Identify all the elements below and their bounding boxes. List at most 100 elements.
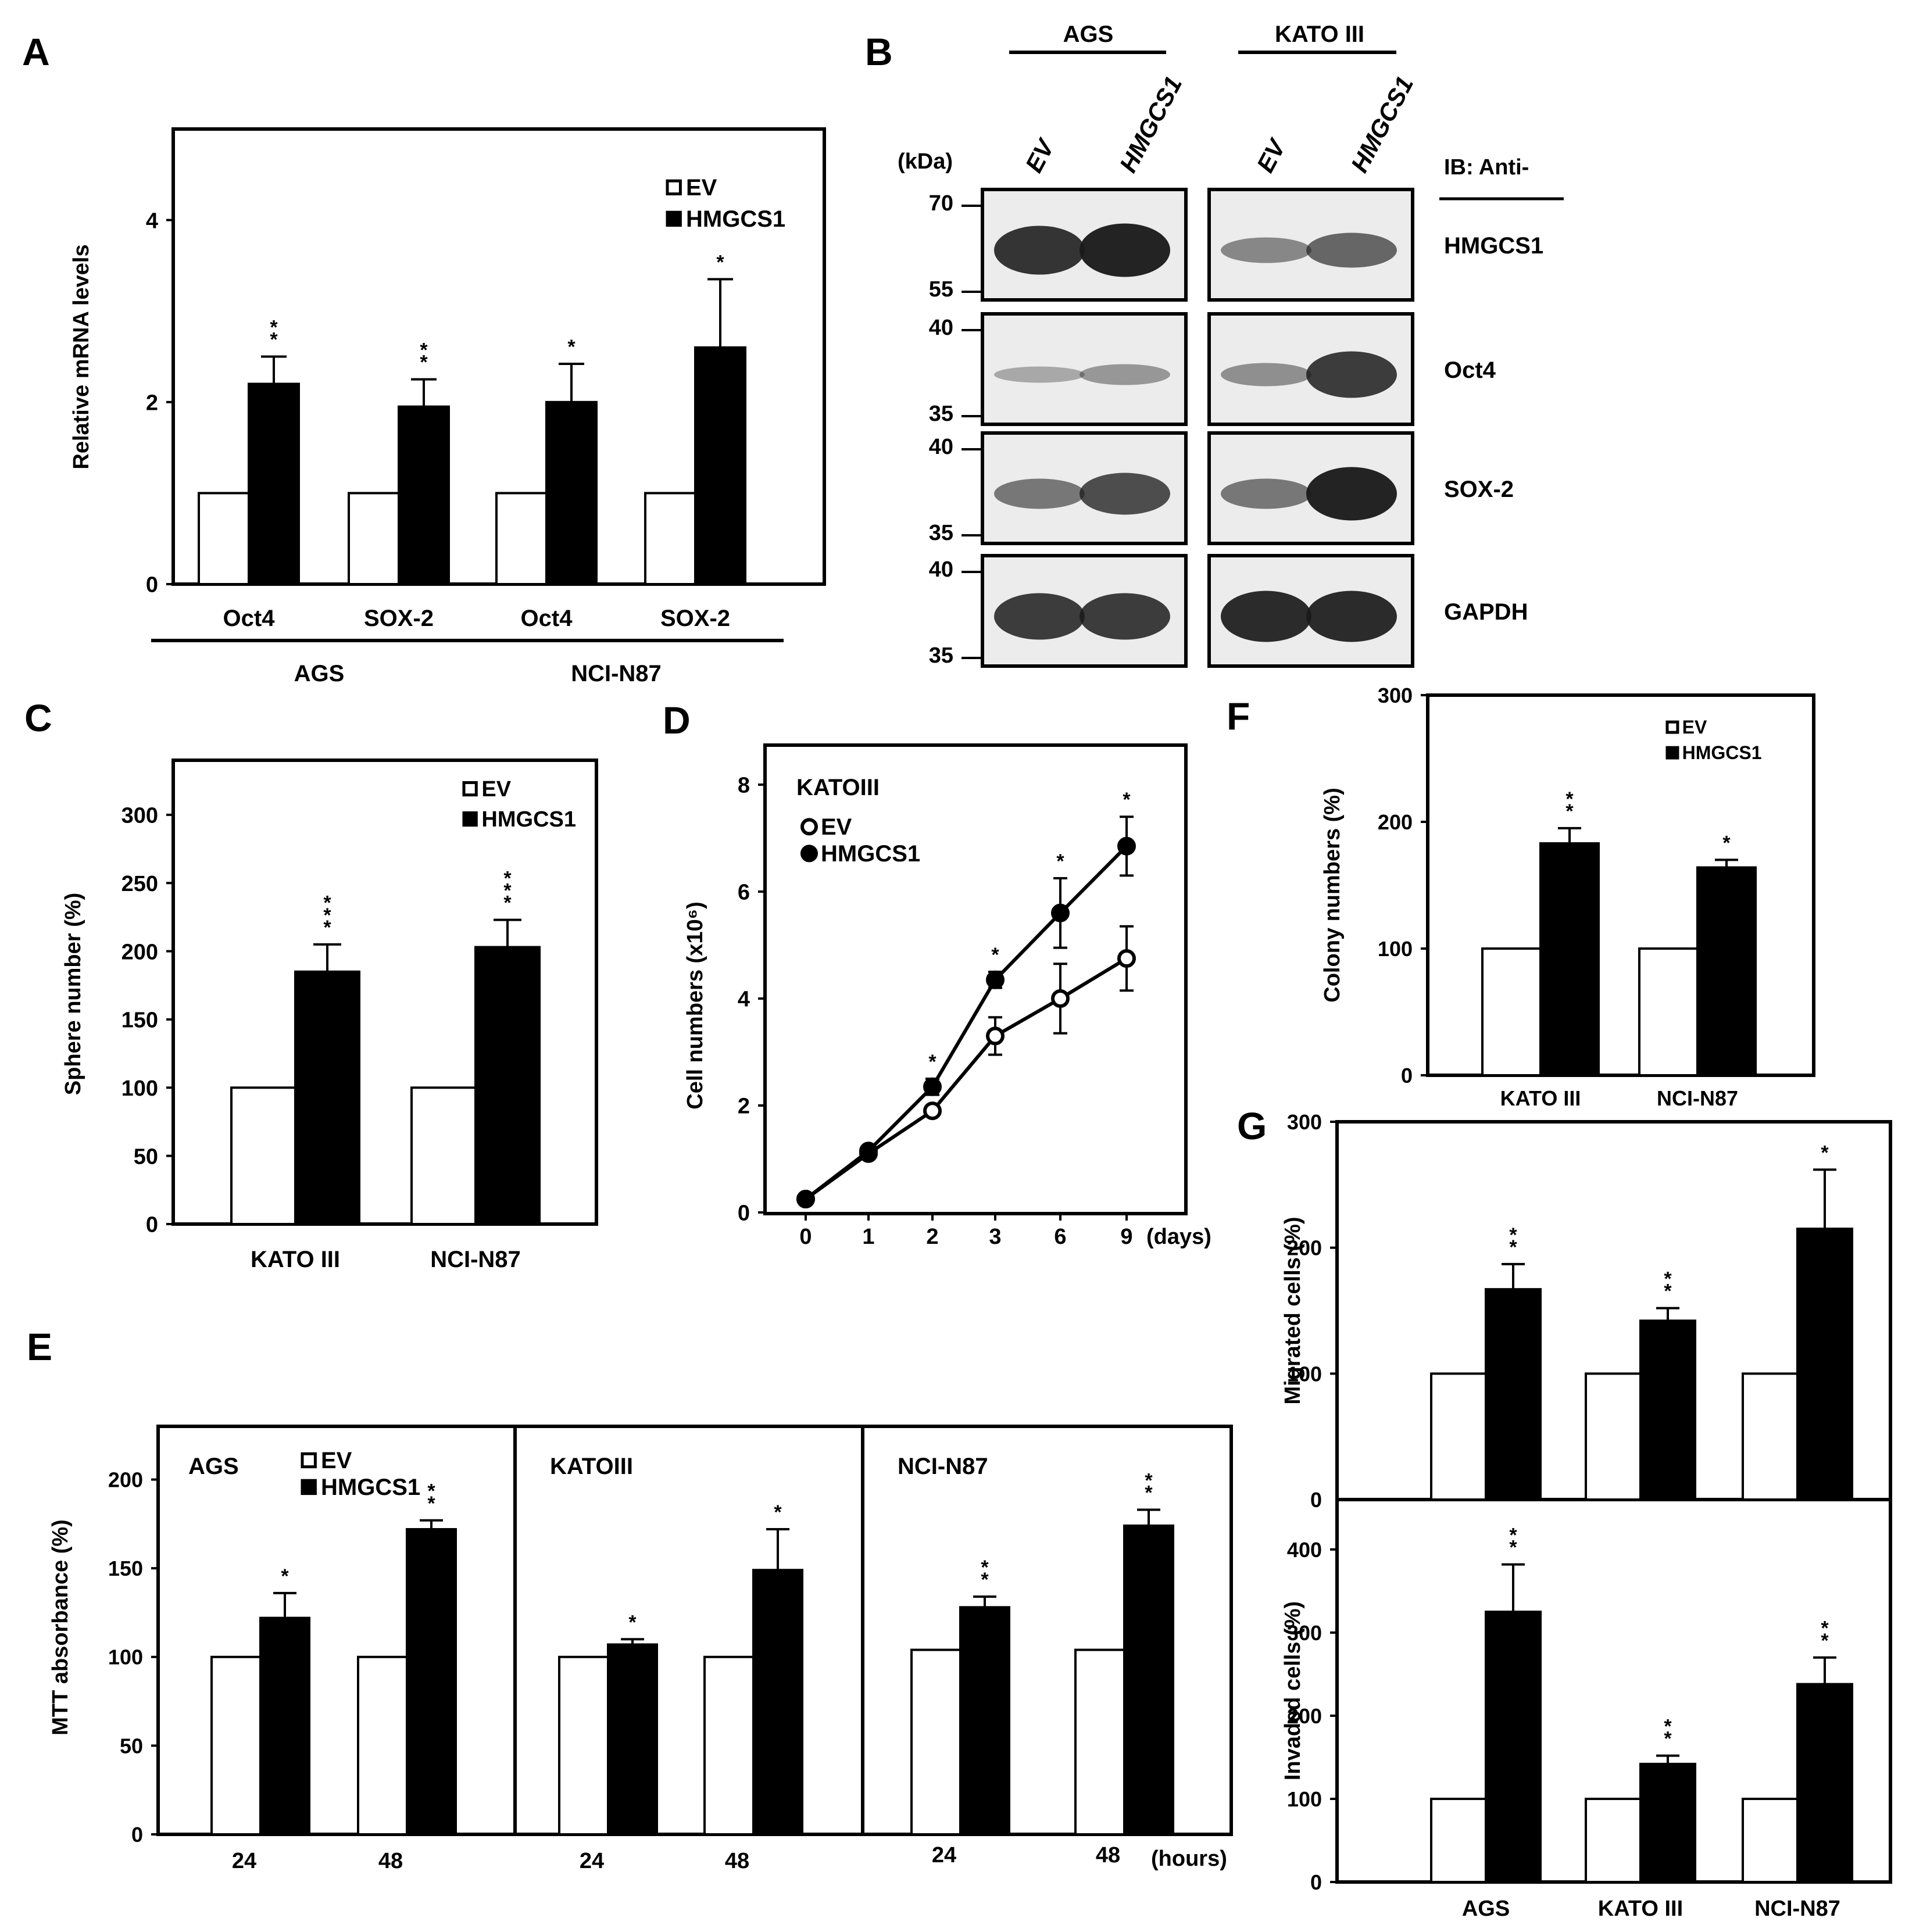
panel-g-ytick-label: 0 <box>1310 1488 1322 1512</box>
panel-c-frame <box>171 759 598 1226</box>
panel-b-band <box>1080 473 1170 515</box>
panel-b-band <box>1221 363 1311 387</box>
panel-b-marker-label: 40 <box>929 557 953 582</box>
panel-c-xtick-label: NCI-N87 <box>430 1247 521 1272</box>
panel-e-xlabel: (hours) <box>1151 1847 1227 1871</box>
panel-b-band <box>1306 467 1397 521</box>
panel-d-xtick-label: 1 <box>862 1225 874 1249</box>
panel-d-ytick-label: 8 <box>738 774 750 798</box>
panel-f-sig-mark: * <box>1565 800 1574 822</box>
panel-d-legend-ev-marker <box>800 818 818 836</box>
panel-d-sig-mark: * <box>1123 789 1131 811</box>
panel-e-bar-hmgcs1 <box>752 1569 803 1836</box>
panel-b-band <box>1306 232 1397 268</box>
panel-d-ytick-label: 4 <box>738 988 750 1012</box>
panel-f-bar-ev <box>1638 947 1699 1076</box>
panel-e-subpanel-title: KATOIII <box>550 1454 633 1479</box>
panel-f-legend-hmgcs1-swatch <box>1665 746 1679 760</box>
panel-e-bar-ev <box>357 1655 408 1836</box>
panel-e-xtick-label: 48 <box>378 1849 403 1873</box>
panel-a-ytick-label: 0 <box>146 573 158 598</box>
panel-d-line-ev <box>805 957 1128 1201</box>
panel-c-bar-hmgcs1 <box>474 946 541 1226</box>
panel-d-point-hmgcs1 <box>1117 836 1136 856</box>
panel-c-bar-hmgcs1 <box>294 970 360 1225</box>
panel-e-legend-ev-label: EV <box>321 1448 352 1473</box>
panel-a-xtick-label: SOX-2 <box>364 606 434 631</box>
panel-f-legend-ev-swatch <box>1665 720 1679 734</box>
panel-b-protein-label: Oct4 <box>1444 357 1496 383</box>
panel-e-legend-ev-swatch <box>301 1452 317 1469</box>
panel-f-legend-hmgcs1-label: HMGCS1 <box>1682 742 1762 763</box>
panel-c-ylabel: Sphere number (%) <box>61 893 85 1095</box>
panel-b-marker-label: 35 <box>929 521 953 545</box>
panel-g-bar-hmgcs1 <box>1485 1611 1542 1883</box>
panel-e-ytick-label: 100 <box>108 1645 143 1669</box>
panel-c-bar-ev <box>230 1086 296 1225</box>
panel-e-ytick-label: 200 <box>108 1468 143 1492</box>
panel-d-point-hmgcs1 <box>986 970 1005 989</box>
panel-d-ylabel: Cell numbers (x10⁶) <box>683 901 707 1110</box>
panel-g-ytick-label: 0 <box>1310 1870 1322 1894</box>
panel-e-sig-mark: * <box>981 1569 989 1591</box>
panel-g-ylabel: Migrated cells (%) <box>1281 1217 1305 1404</box>
panel-b-unit-label: (kDa) <box>898 149 953 174</box>
panel-b-band <box>994 366 1085 383</box>
panel-a-bar-hmgcs1 <box>545 400 598 585</box>
panel-b-band <box>1080 364 1170 385</box>
panel-d-point-ev <box>1051 989 1070 1008</box>
panel-e-bar-ev <box>558 1655 609 1836</box>
panel-g-sig-mark: * <box>1509 1236 1517 1258</box>
panel-e-subpanel-title: NCI-N87 <box>898 1454 988 1479</box>
panel-f-xtick-label: KATO III <box>1500 1086 1581 1110</box>
panel-a-bar-ev <box>644 492 696 586</box>
panel-d-xtick-label: 3 <box>989 1225 1001 1249</box>
panel-e-bar-hmgcs1 <box>607 1643 658 1836</box>
panel-g-bar-hmgcs1 <box>1639 1762 1696 1883</box>
panel-f-ytick-label: 100 <box>1378 937 1413 961</box>
panel-a-bar-ev <box>198 492 250 586</box>
panel-a-sig-mark: * <box>270 329 278 351</box>
panel-c-sig-mark: * <box>323 904 331 926</box>
panel-d-point-hmgcs1 <box>923 1077 942 1096</box>
panel-b-protein-label: GAPDH <box>1444 599 1528 625</box>
panel-g-ytick-label: 300 <box>1287 1621 1322 1645</box>
panel-d-line-hmgcs1 <box>805 845 1128 1201</box>
panel-b-band <box>994 478 1085 509</box>
panel-g-sig-mark: * <box>1509 1224 1517 1246</box>
panel-a-xtick-label: Oct4 <box>223 606 276 631</box>
panel-f-bar-hmgcs1 <box>1696 866 1757 1076</box>
panel-e-bar-hmgcs1 <box>959 1606 1010 1836</box>
panel-e-ytick-label: 50 <box>120 1734 143 1758</box>
panel-e-subframe <box>861 1425 1233 1836</box>
panel-e-legend-hmgcs1-swatch <box>301 1479 317 1495</box>
panel-a-sig-mark: * <box>420 339 428 362</box>
panel-b-marker-label: 40 <box>929 435 953 459</box>
panel-d-point-ev <box>923 1101 942 1121</box>
panel-e-sig-mark: * <box>1145 1469 1153 1491</box>
panel-b-cellline-label: KATO III <box>1275 22 1364 47</box>
panel-b-cellline-label: AGS <box>1063 22 1114 47</box>
panel-a-ylabel: Relative mRNA levels <box>69 244 94 469</box>
panel-b-band <box>1221 591 1311 642</box>
panel-e-ytick-label: 0 <box>131 1823 143 1847</box>
panel-a-ytick-label: 2 <box>146 391 158 415</box>
panel-e-bar-ev <box>703 1655 755 1836</box>
panel-g-bar-hmgcs1 <box>1485 1288 1542 1501</box>
panel-a-xtick-label: Oct4 <box>521 606 573 631</box>
panel-b-protein-label: HMGCS1 <box>1444 233 1543 259</box>
panel-a-ytick-label: 4 <box>146 209 158 233</box>
panel-c-sig-mark: * <box>503 880 512 902</box>
panel-d-ytick-label: 0 <box>738 1201 750 1226</box>
panel-b-protein-label: SOX-2 <box>1444 477 1514 502</box>
panel-b-western-blot: AGS KATO III EV HMGCS1 EV HMGCS1 (kDa) IB: Anti… <box>898 22 1564 668</box>
panel-e-bar-ev <box>910 1648 962 1836</box>
panel-letter-g: G <box>1237 1104 1267 1147</box>
panel-a-bar-hmgcs1 <box>694 346 746 586</box>
panel-e-bar-hmgcs1 <box>259 1616 310 1836</box>
panel-d-sig-mark: * <box>991 944 999 966</box>
panel-a-group-label: AGS <box>294 661 345 686</box>
panel-a-sig-mark: * <box>716 251 724 273</box>
panel-g-sig-mark: * <box>1821 1630 1829 1652</box>
